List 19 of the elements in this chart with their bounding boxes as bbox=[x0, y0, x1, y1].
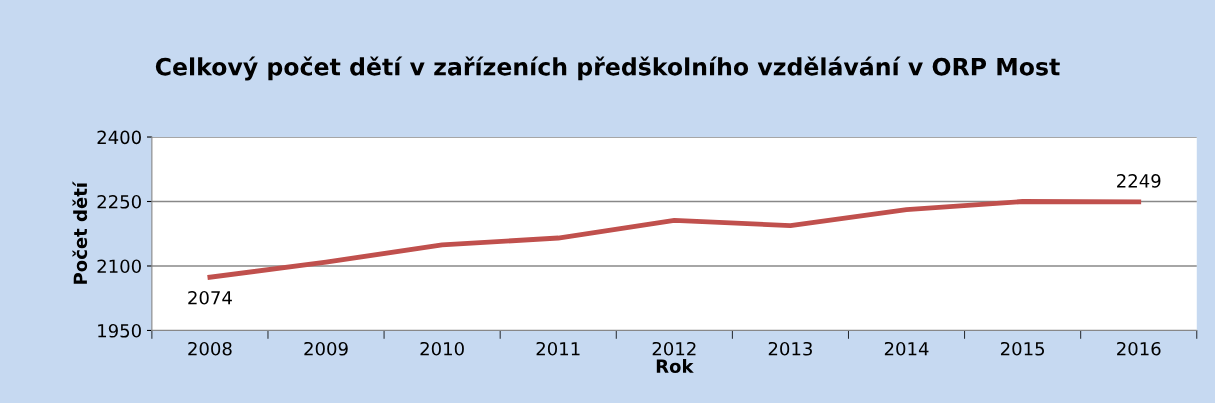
data-label: 2249 bbox=[1117, 174, 1161, 188]
x-tick-label: 2011 bbox=[536, 341, 580, 356]
y-tick-label: 1950 bbox=[98, 323, 141, 338]
data-label: 2074 bbox=[188, 290, 232, 305]
x-tick-label: 2010 bbox=[420, 341, 464, 356]
y-tick-label: 2400 bbox=[97, 130, 141, 145]
x-tick-label: 2013 bbox=[768, 341, 812, 356]
x-tick-label: 2014 bbox=[884, 341, 929, 356]
y-tick-label: 2100 bbox=[97, 259, 141, 274]
x-tick-label: 2015 bbox=[1000, 341, 1045, 356]
x-tick-label: 2016 bbox=[1117, 341, 1161, 356]
y-axis-title: Počet dětí bbox=[72, 181, 88, 284]
y-tick-label: 2250 bbox=[97, 194, 141, 209]
x-tick-label: 2008 bbox=[188, 341, 232, 356]
x-tick-label: 2009 bbox=[304, 341, 348, 356]
x-axis-title: Rok bbox=[656, 359, 694, 374]
x-tick-label: 2012 bbox=[652, 341, 696, 356]
chart-title: Celkový počet dětí v zařízeních předškolního vzdělávání v ORP Most bbox=[155, 56, 1060, 81]
line-series bbox=[207, 199, 1142, 280]
